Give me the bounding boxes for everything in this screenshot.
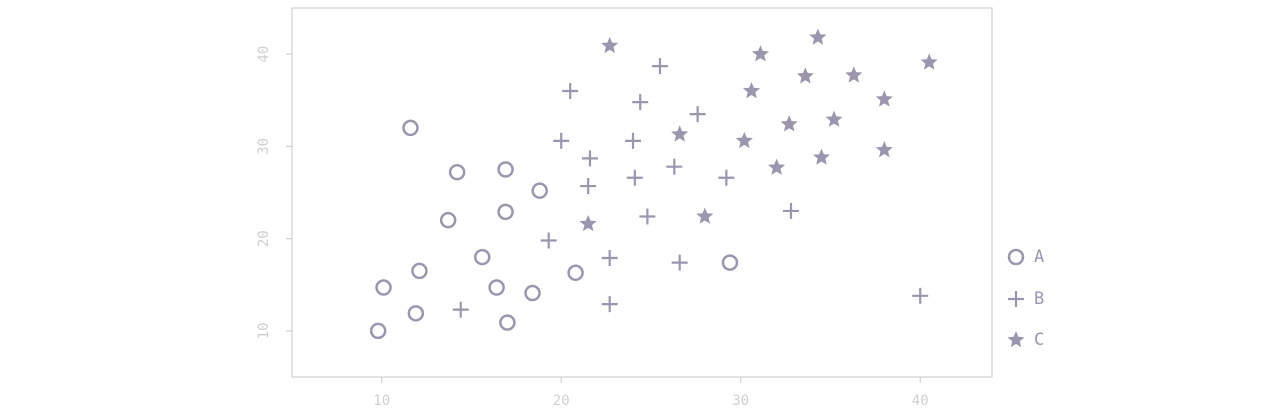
data-point-C [812,148,831,165]
data-point-B [651,58,668,75]
data-point-B [718,169,735,186]
data-point-A [402,119,419,137]
data-point-B [601,296,618,313]
legend-marker-A [1007,248,1025,266]
series-B [452,58,929,318]
data-point-A [369,322,387,340]
data-point-C [671,125,689,142]
data-point-A [375,279,392,296]
data-point-B [912,287,929,304]
legend-label: C [1034,330,1044,350]
data-point-A [567,264,584,282]
legend-label: B [1034,289,1044,309]
legend-item-B: B [1008,289,1044,309]
x-tick-label: 10 [373,393,390,409]
data-point-B [639,208,656,225]
data-point-B [632,94,649,111]
data-point-B [540,232,557,249]
data-point-C [601,36,619,54]
data-point-C [696,207,714,224]
data-point-C [875,141,893,158]
data-point-B [581,150,598,167]
data-point-B [626,169,643,186]
x-tick-label: 20 [553,393,570,409]
data-point-C [809,28,827,45]
data-point-C [751,45,770,62]
plot-area [291,7,993,378]
legend: A B C [1007,247,1044,350]
data-point-B [601,249,618,266]
data-point-C [875,90,893,107]
data-point-A [411,262,428,280]
data-point-A [497,161,514,178]
data-point-C [825,110,843,127]
data-point-B [580,178,597,195]
x-tick-label: 40 [912,393,929,409]
data-point-A [499,314,516,331]
series-C [579,28,938,232]
legend-item-C: C [1007,330,1044,350]
legend-label: A [1034,247,1044,267]
y-axis: 10 20 30 40 [256,46,292,339]
data-point-A [474,248,491,266]
data-point-B [671,254,688,271]
data-point-C [579,214,597,232]
data-point-A [531,182,548,199]
legend-item-A: A [1007,247,1044,267]
data-point-C [768,158,786,175]
data-point-B [689,106,706,123]
y-tick-label: 30 [256,138,272,155]
data-point-A [524,284,541,302]
data-point-C [920,53,938,70]
data-point-A [448,163,466,181]
data-point-A [407,305,425,322]
data-point-B [625,132,642,149]
y-tick-label: 10 [256,322,272,339]
data-point-B [452,301,469,318]
data-point-B [553,132,570,149]
legend-marker-B [1008,291,1024,307]
x-tick-label: 30 [732,393,749,409]
data-point-C [796,67,814,84]
y-tick-label: 40 [256,46,272,63]
data-points [369,28,938,340]
legend-marker-C [1007,331,1025,348]
x-axis: 10 20 30 40 [373,377,929,409]
data-point-A [497,203,514,221]
data-point-B [782,202,799,219]
y-tick-label: 20 [256,230,272,247]
data-point-A [439,211,457,229]
data-point-B [562,83,579,100]
data-point-C [780,115,798,132]
data-point-B [666,158,683,175]
data-point-A [488,279,505,296]
data-point-C [742,82,761,99]
data-point-C [845,66,863,83]
series-A [369,119,739,340]
data-point-A [721,254,739,271]
data-point-C [735,131,753,149]
